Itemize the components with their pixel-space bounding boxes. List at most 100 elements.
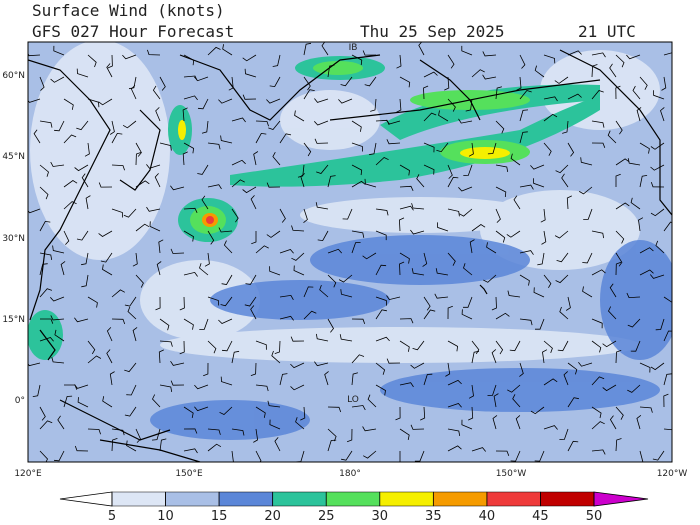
wind-barb <box>411 203 425 210</box>
wind-barb <box>122 54 137 60</box>
wind-barb <box>468 384 474 399</box>
wind-barb <box>495 230 506 243</box>
wind-barb <box>615 230 625 244</box>
wind-barb <box>542 349 548 364</box>
wind-barb <box>482 51 497 57</box>
wind-barb <box>98 230 113 237</box>
wind-barb <box>124 296 137 307</box>
wind-barb <box>74 164 89 172</box>
wind-barb <box>159 76 166 91</box>
wind-barb <box>170 185 185 191</box>
wind-barb <box>591 269 606 276</box>
wind-barb <box>447 98 456 112</box>
wind-barb <box>126 440 137 452</box>
wind-barb <box>364 76 377 87</box>
wind-barb <box>193 76 209 82</box>
wind-barb <box>351 120 362 132</box>
wind-barb <box>111 164 125 171</box>
wind-barb <box>87 296 98 308</box>
wind-barb <box>495 86 503 100</box>
wind-barb <box>182 107 188 122</box>
wind-barb <box>591 64 598 78</box>
wind-barb <box>327 406 342 413</box>
wind-barb <box>207 296 220 306</box>
wind-barb <box>566 195 572 210</box>
wind-barb <box>458 118 473 124</box>
wind-barb <box>562 120 569 134</box>
wind-barb <box>242 94 257 100</box>
wind-barb <box>158 239 164 254</box>
wind-barb <box>495 164 509 172</box>
wind-barb <box>106 349 113 364</box>
wind-barb <box>291 225 305 232</box>
colorbar-tick-label: 40 <box>479 509 496 524</box>
wind-barb <box>591 406 602 419</box>
wind-barb <box>194 406 209 412</box>
colorbar-under <box>59 491 113 507</box>
wind-barb <box>183 142 195 154</box>
wind-barb <box>615 173 621 187</box>
wind-barb <box>416 174 425 188</box>
moderate-areas <box>150 235 672 440</box>
wind-barb <box>255 120 269 127</box>
wind-barbs <box>28 42 672 462</box>
wind-barb <box>39 252 53 260</box>
wind-barb <box>591 230 604 239</box>
wind-barb <box>124 362 137 373</box>
wind-barb <box>63 134 77 144</box>
wind-barb <box>559 306 569 320</box>
wind-barb <box>492 415 498 430</box>
wind-barb <box>183 428 198 434</box>
wind-barb <box>151 428 161 441</box>
wind-barb <box>519 184 534 190</box>
wind-barb <box>447 252 456 266</box>
wind-barb <box>471 224 486 232</box>
wind-barb <box>639 76 648 90</box>
wind-barb <box>506 230 521 238</box>
wind-barb <box>423 309 436 320</box>
wind-barb <box>251 231 257 245</box>
wind-barb <box>636 414 642 430</box>
wind-barb <box>221 274 233 285</box>
wind-barb <box>84 142 90 157</box>
lat-labels: 60°N 45°N 30°N 15°N 0° <box>2 71 25 406</box>
wind-barb <box>399 428 410 440</box>
wind-barb <box>146 164 161 169</box>
wind-barb <box>303 42 312 56</box>
wind-barb <box>170 380 185 386</box>
wind-barb <box>303 286 314 298</box>
wind-barb <box>87 54 97 68</box>
wind-barb <box>102 396 113 408</box>
wind-barb <box>199 263 209 276</box>
title: Surface Wind (knots) <box>32 1 225 20</box>
wind-barb <box>655 318 665 331</box>
wind-barb <box>555 274 569 284</box>
wind-barb <box>468 406 474 421</box>
wind-barb <box>663 428 672 431</box>
wind-barb <box>221 340 233 352</box>
wind-barb <box>314 361 329 367</box>
wind-barb <box>578 362 593 367</box>
wind-barb <box>483 274 497 283</box>
wind-barb <box>530 164 545 170</box>
wind-barb <box>410 424 425 430</box>
wind-barb <box>327 175 336 188</box>
wind-barb <box>199 318 209 330</box>
wind-barb <box>244 68 257 78</box>
wind-barb <box>197 98 209 110</box>
wind-barb <box>106 327 113 342</box>
wind-barb <box>663 52 672 56</box>
wind-barb <box>399 205 414 211</box>
wind-barb <box>274 340 281 354</box>
lon-labels: 120°E 150°E 180° 150°W 120°W <box>14 469 687 479</box>
wind-barb <box>303 208 308 224</box>
wind-barb <box>170 360 185 366</box>
wind-barb <box>543 96 558 102</box>
wind-barb <box>583 208 593 220</box>
wind-barb <box>461 45 473 56</box>
wind-barb <box>434 293 449 299</box>
wind-barb <box>126 384 137 396</box>
wind-barb <box>463 164 473 176</box>
wind-barb <box>650 164 665 171</box>
wind-barb <box>155 296 161 311</box>
